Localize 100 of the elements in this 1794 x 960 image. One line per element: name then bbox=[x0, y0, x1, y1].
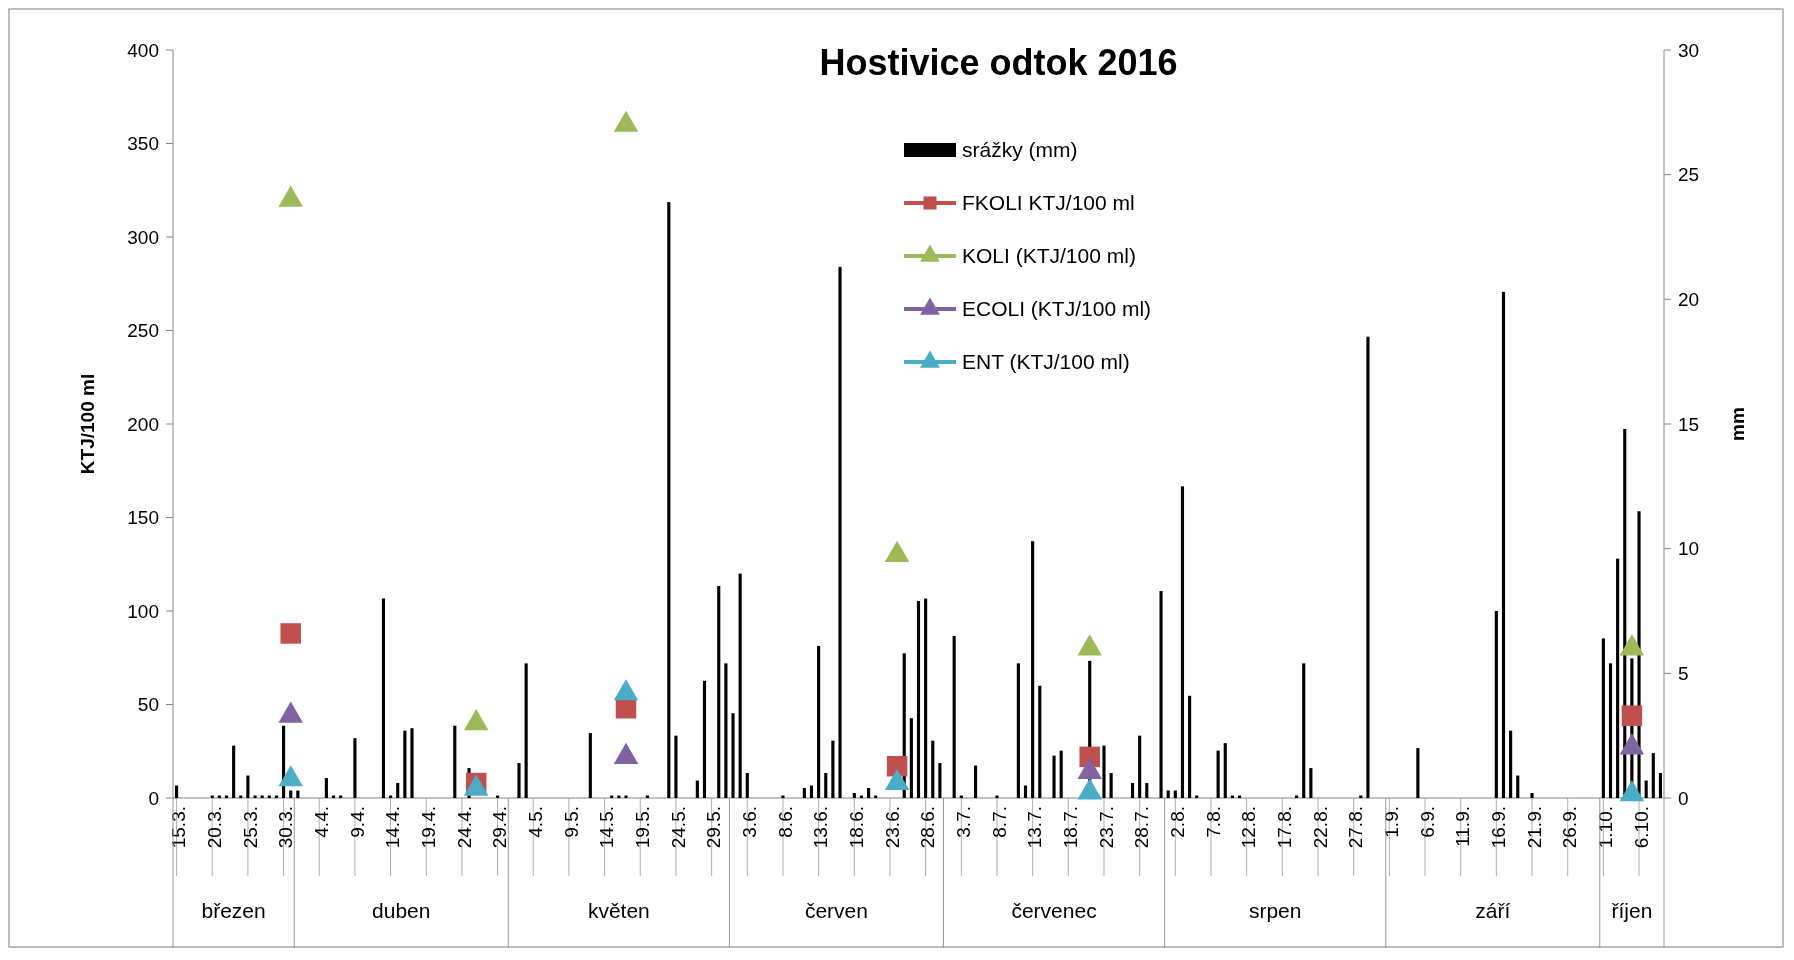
bar bbox=[1109, 773, 1113, 798]
text: srpen bbox=[1248, 899, 1302, 922]
bar bbox=[588, 733, 592, 798]
bar bbox=[353, 738, 357, 798]
x-tick-label: 4.5. bbox=[524, 806, 546, 838]
bar bbox=[1031, 541, 1035, 798]
x-tick-label: 3.7. bbox=[952, 806, 974, 838]
bar bbox=[909, 718, 913, 798]
bar bbox=[1530, 793, 1534, 798]
legend-label: ECOLI (KTJ/100 ml) bbox=[962, 297, 1152, 321]
bar bbox=[324, 778, 328, 798]
x-tick-label: 14.4. bbox=[382, 806, 404, 849]
bar bbox=[724, 663, 728, 798]
bar bbox=[253, 795, 257, 798]
text: červen bbox=[804, 899, 868, 922]
bar bbox=[1188, 695, 1192, 798]
bar bbox=[1309, 768, 1313, 798]
y2-tick-label: 15 bbox=[1678, 413, 1700, 435]
y2-tick-label: 20 bbox=[1678, 288, 1700, 310]
y2-tick-label: 25 bbox=[1678, 164, 1700, 186]
bar bbox=[995, 795, 999, 798]
bar bbox=[817, 645, 821, 798]
bar bbox=[1180, 486, 1185, 798]
bar bbox=[702, 680, 707, 798]
legend-label: ENT (KTJ/100 ml) bbox=[962, 350, 1130, 374]
bar bbox=[396, 783, 400, 798]
text: září bbox=[1475, 899, 1511, 922]
bar bbox=[852, 793, 856, 798]
y-tick-label: 100 bbox=[127, 600, 159, 622]
y-tick-label: 400 bbox=[127, 39, 159, 61]
bar bbox=[1052, 755, 1056, 798]
chart-title: Hostivice odtok 2016 bbox=[819, 42, 1178, 83]
legend-label: FKOLI KTJ/100 ml bbox=[962, 191, 1135, 215]
bar bbox=[1038, 685, 1042, 798]
text: červenec bbox=[1011, 899, 1097, 922]
text: říjen bbox=[1611, 899, 1653, 922]
bar bbox=[952, 635, 956, 798]
bar bbox=[453, 725, 457, 798]
bar bbox=[1059, 750, 1063, 798]
bar bbox=[1023, 785, 1028, 798]
x-tick-label: 21.9. bbox=[1523, 806, 1545, 849]
x-tick-label: 13.6. bbox=[810, 806, 832, 849]
x-tick-label: 24.5. bbox=[667, 806, 689, 849]
bar bbox=[781, 795, 785, 798]
bar bbox=[1216, 750, 1220, 798]
bar bbox=[931, 740, 935, 798]
y-tick-label: 0 bbox=[148, 787, 159, 809]
bar bbox=[246, 775, 250, 798]
x-tick-label: 9.4. bbox=[346, 806, 368, 838]
x-tick-label: 18.7. bbox=[1059, 806, 1081, 849]
y-tick-label: 300 bbox=[127, 226, 159, 248]
legend-label: KOLI (KTJ/100 ml) bbox=[962, 244, 1136, 268]
bar bbox=[296, 790, 300, 798]
text: březen bbox=[201, 899, 266, 922]
y-axis-title: KTJ/100 ml bbox=[77, 373, 98, 475]
y2-tick-label: 5 bbox=[1678, 662, 1689, 684]
bar bbox=[1302, 663, 1306, 798]
y2-tick-label: 10 bbox=[1678, 538, 1700, 560]
bar bbox=[232, 745, 236, 798]
y-tick-label: 200 bbox=[127, 413, 159, 435]
bar bbox=[1016, 663, 1020, 798]
bar bbox=[916, 601, 921, 798]
bar bbox=[924, 598, 928, 798]
x-tick-label: 20.3. bbox=[203, 806, 225, 849]
bar bbox=[1138, 735, 1142, 798]
y2-tick-label: 0 bbox=[1678, 787, 1689, 809]
bar bbox=[938, 763, 942, 798]
bar bbox=[717, 586, 721, 798]
x-tick-label: 13.7. bbox=[1024, 806, 1046, 849]
x-tick-label: 6.9. bbox=[1416, 806, 1438, 838]
bar bbox=[838, 266, 842, 798]
x-tick-label: 19.4. bbox=[417, 806, 439, 849]
bar bbox=[524, 663, 528, 798]
bar bbox=[289, 790, 293, 798]
x-tick-label: 14.5. bbox=[596, 806, 618, 849]
x-tick-label: 12.8. bbox=[1238, 806, 1260, 849]
bar bbox=[624, 795, 628, 798]
bar bbox=[1145, 783, 1149, 798]
bar bbox=[1501, 291, 1506, 798]
bar bbox=[410, 728, 414, 798]
y2-axis-title: mm bbox=[1727, 407, 1748, 441]
bar bbox=[1416, 748, 1420, 798]
x-tick-label: 7.8. bbox=[1202, 806, 1224, 838]
bar bbox=[1494, 611, 1498, 798]
x-tick-label: 18.6. bbox=[845, 806, 867, 849]
bar bbox=[1644, 780, 1648, 798]
bar bbox=[866, 788, 871, 798]
bar bbox=[831, 740, 835, 798]
bar bbox=[1616, 558, 1620, 798]
x-tick-label: 24.4. bbox=[453, 806, 475, 849]
bar bbox=[1159, 591, 1163, 798]
y2-tick-label: 30 bbox=[1678, 39, 1700, 61]
x-tick-label: 23.7. bbox=[1095, 806, 1117, 849]
x-tick-label: 1.9. bbox=[1380, 806, 1402, 838]
bar bbox=[381, 598, 386, 798]
bar bbox=[1608, 663, 1613, 798]
x-tick-label: 22.8. bbox=[1309, 806, 1331, 849]
bar bbox=[809, 785, 814, 798]
bar bbox=[667, 202, 671, 798]
x-tick-label: 8.6. bbox=[774, 806, 796, 838]
